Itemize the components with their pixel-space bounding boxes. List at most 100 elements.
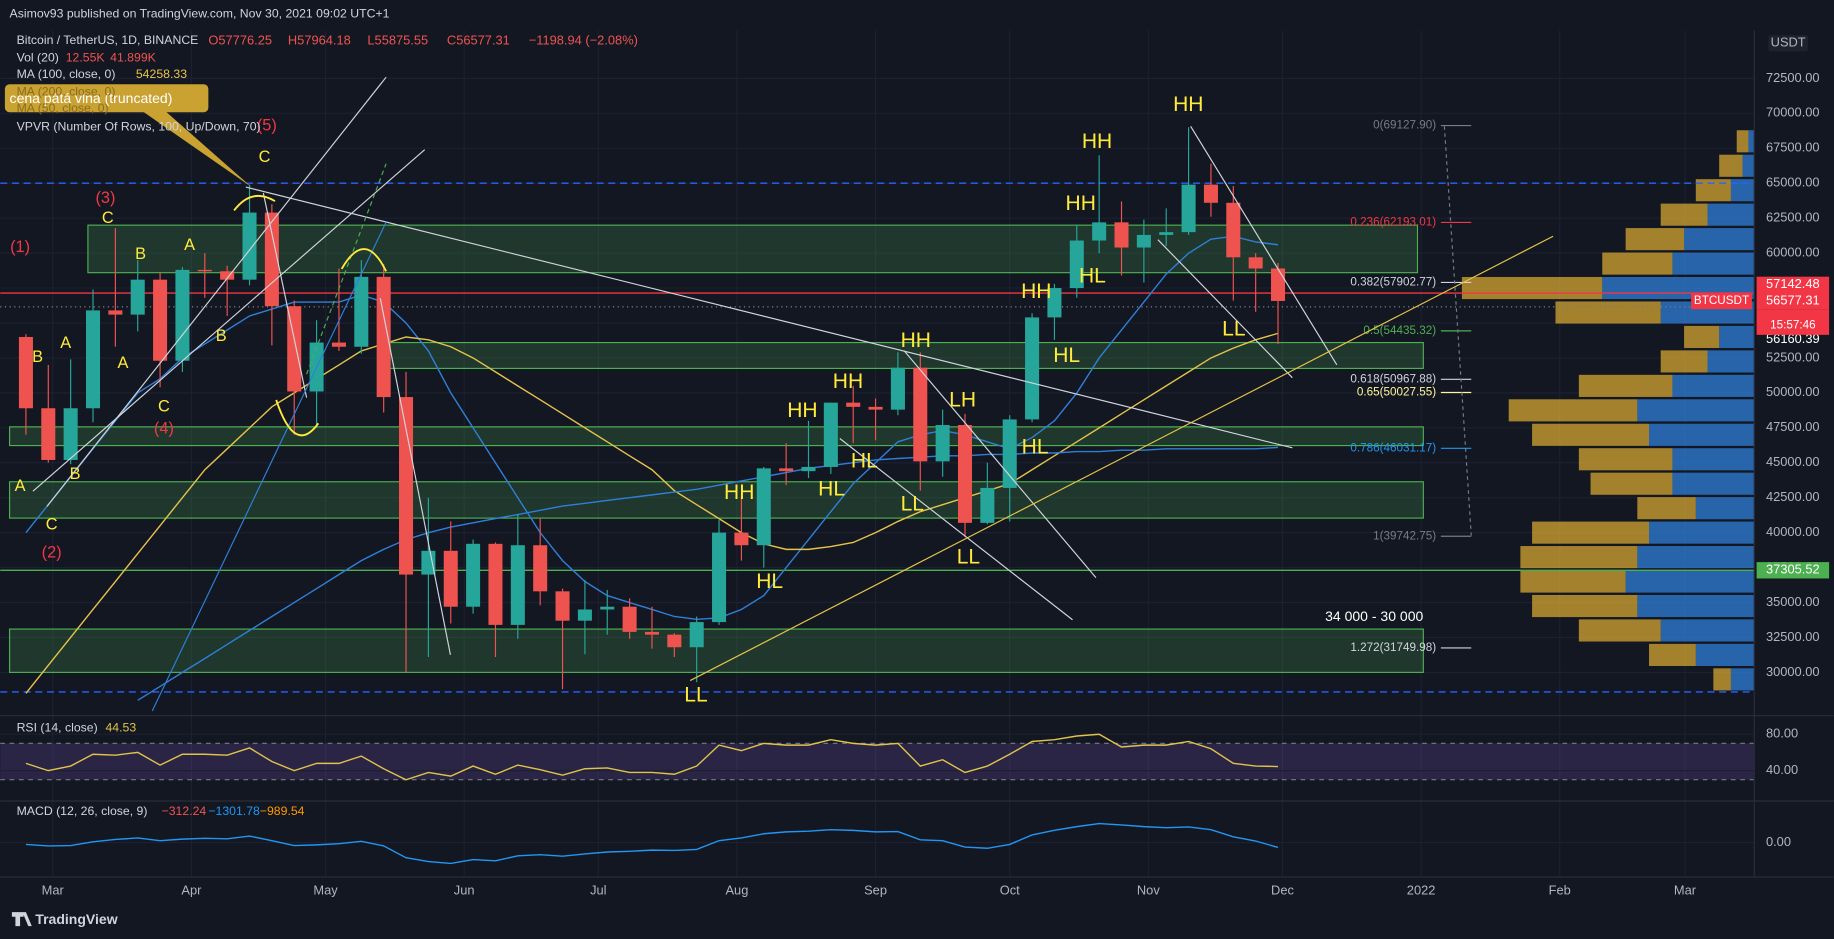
fib-label: 1(39742.75)	[1373, 529, 1436, 542]
zone-label: 34 000 - 30 000	[1325, 608, 1423, 624]
y-tick-label: 42500.00	[1766, 489, 1820, 504]
annotation: B	[32, 348, 43, 366]
annotation: LL	[901, 493, 924, 516]
price-badge	[1756, 562, 1830, 579]
callout-pointer	[140, 109, 252, 188]
symbol-badge	[1691, 292, 1752, 310]
y-tick-label: 32500.00	[1766, 629, 1820, 644]
indicator-value: 41.899K	[110, 51, 157, 65]
profile-down	[1590, 472, 1673, 495]
zone	[8, 426, 1424, 447]
candle-body	[533, 545, 548, 592]
indicator-value: 12.55K	[66, 51, 106, 65]
candle-body	[220, 271, 235, 280]
profile-down	[1736, 130, 1749, 153]
annotation: A	[118, 354, 129, 372]
profile-down	[1555, 301, 1661, 324]
macd-value: −1301.78	[208, 804, 260, 818]
profile-down	[1532, 423, 1650, 446]
x-tick-label: 2022	[1407, 882, 1436, 897]
annotation: A	[15, 477, 26, 495]
profile-down	[1532, 521, 1650, 544]
candle-body	[1025, 317, 1040, 420]
annotation: (3)	[95, 189, 115, 207]
candle-body	[1092, 222, 1107, 241]
annotation: C	[102, 209, 114, 227]
candle-body	[555, 591, 570, 621]
callout-box	[4, 84, 209, 113]
annotation: HL	[756, 570, 783, 593]
candle-body	[287, 306, 302, 392]
y-tick-label: 40000.00	[1766, 524, 1820, 539]
profile-down	[1684, 325, 1720, 349]
x-tick-label: Oct	[1000, 882, 1020, 897]
candle-body	[1159, 232, 1174, 235]
annotation: LL	[1222, 317, 1245, 340]
ohlc-value: C56577.31	[447, 32, 510, 47]
y-tick-label: 65000.00	[1766, 175, 1820, 190]
publisher: Asimov93 published on TradingView.com, N…	[10, 6, 390, 20]
profile-down	[1461, 276, 1603, 300]
moving-average	[137, 446, 1279, 701]
candle-body	[801, 466, 816, 472]
profile-down	[1713, 668, 1731, 691]
x-tick-label: Nov	[1137, 882, 1160, 897]
x-tick-label: Jul	[590, 882, 606, 897]
profile-down	[1625, 228, 1685, 251]
currency-box[interactable]	[1768, 35, 1809, 52]
indicator-name: VPVR (Number Of Rows, 100, Up/Down, 70)	[17, 120, 261, 134]
fib-label: 0.382(57902.77)	[1350, 276, 1436, 289]
profile-up	[1684, 228, 1755, 251]
macd-value: −312.24	[162, 804, 207, 818]
price-badge	[1756, 276, 1830, 294]
pane-title: RSI (14, close)	[17, 721, 98, 735]
y-tick-label: 80.00	[1766, 726, 1798, 741]
candle-body	[980, 487, 995, 523]
fib-label: 0(69127.90)	[1373, 119, 1436, 132]
candle-body	[1002, 419, 1017, 488]
annotation: HH	[787, 399, 817, 422]
annotation: HL	[1053, 344, 1080, 367]
candle-body	[18, 336, 33, 409]
candle-body	[153, 279, 168, 361]
annotation: HL	[818, 478, 845, 501]
profile-down	[1520, 546, 1638, 569]
candle-body	[644, 631, 659, 635]
candle-body	[712, 532, 727, 623]
profile-down	[1578, 374, 1673, 397]
candle-body	[510, 545, 525, 625]
x-tick-label: Dec	[1271, 882, 1294, 897]
price-badge-label: 57142.48	[1766, 276, 1820, 291]
profile-down	[1637, 497, 1696, 520]
candle-body	[622, 606, 637, 632]
profile-down	[1520, 570, 1626, 593]
candle-body	[957, 425, 973, 523]
y-tick-label: 62500.00	[1766, 210, 1820, 225]
profile-up	[1707, 203, 1755, 226]
profile-up	[1730, 179, 1755, 202]
profile-up	[1637, 399, 1755, 422]
zone	[8, 481, 1424, 519]
candle-body	[175, 269, 190, 361]
candle-body	[376, 276, 391, 398]
candle-body	[779, 468, 794, 472]
annotation: (5)	[257, 117, 277, 135]
indicator-line	[25, 733, 1278, 781]
candle-body	[935, 425, 950, 462]
candle-body	[264, 212, 279, 307]
y-tick-label: 47500.00	[1766, 419, 1820, 434]
annotation: HL	[851, 449, 878, 472]
annotation: (1)	[10, 238, 30, 256]
candle-body	[756, 468, 771, 546]
fib-label: 0.236(62193.01)	[1350, 216, 1436, 229]
trendline	[1190, 125, 1338, 366]
arc	[340, 248, 387, 272]
y-tick-label: 40.00	[1766, 762, 1798, 777]
symbol-badge-label: BTCUSDT	[1694, 294, 1749, 307]
profile-down	[1508, 399, 1638, 422]
fib-label: 0.786(46031.17)	[1350, 441, 1436, 454]
currency[interactable]: USDT	[1771, 35, 1806, 50]
indicator-name: Vol (20)	[17, 51, 59, 65]
candle-body	[1047, 288, 1062, 318]
